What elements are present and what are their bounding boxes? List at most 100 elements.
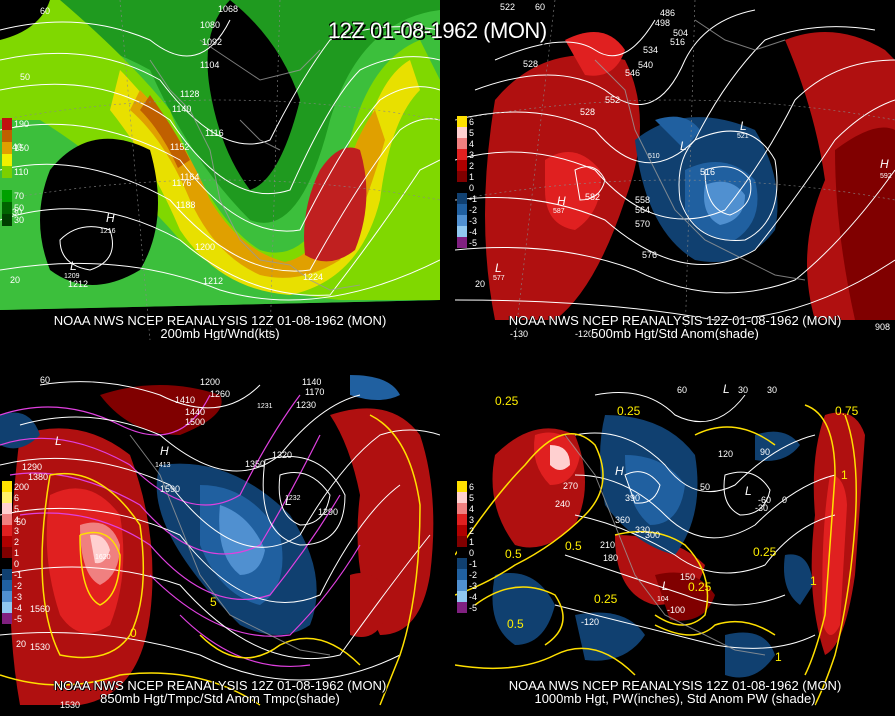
contour-label: 1620 <box>95 554 111 561</box>
contour-label: 50 <box>700 482 710 492</box>
contour-label: 522 <box>500 2 515 12</box>
legend-label: 3 <box>14 526 20 536</box>
contour-label: 90 <box>760 447 770 457</box>
lat-label: 50 <box>20 72 30 82</box>
pw-label: 1 <box>810 574 817 588</box>
contour-label: 104 <box>657 596 669 603</box>
legend-label: 2 <box>469 161 475 171</box>
contour-label: 1230 <box>296 400 316 410</box>
contour-label: 1164 <box>180 172 199 182</box>
contour-label: 1152 <box>170 142 189 152</box>
lat-label: 30 <box>12 207 22 217</box>
contour-label: 1500 <box>185 417 205 427</box>
low-pressure-marker: L <box>662 579 669 593</box>
contour-label: 486 <box>660 8 675 18</box>
low-pressure-marker: L <box>70 259 77 273</box>
pw-label: 0.75 <box>835 404 859 418</box>
contour-label: 1092 <box>202 37 222 47</box>
legend-label: 4 <box>469 139 475 149</box>
contour-label: 1212 <box>68 279 88 289</box>
low-pressure-marker: L <box>745 484 752 498</box>
legend-label: -1 <box>14 570 23 580</box>
legend-label: 6 <box>14 493 20 503</box>
legend-label: 190 <box>14 119 30 129</box>
contour-label: 1530 <box>60 700 80 710</box>
legend-label: 5 <box>469 493 475 503</box>
contour-label: 150 <box>680 572 695 582</box>
pw-label: 0.5 <box>565 539 582 553</box>
contour-label: 1140 <box>172 104 191 114</box>
legend-label: 1 <box>469 172 475 182</box>
legend-label: 150 <box>14 143 30 153</box>
contour-label: 1176 <box>172 178 191 188</box>
temp-label: 5 <box>210 595 217 609</box>
contour-label: 558 <box>635 195 650 205</box>
pw-label: 0.25 <box>617 404 641 418</box>
contour-label: 180 <box>603 553 618 563</box>
contour-label: 587 <box>553 208 565 215</box>
contour-label: 1232 <box>285 495 301 502</box>
legend-label: 1 <box>14 548 20 558</box>
legend-label: 0 <box>14 559 20 569</box>
contour-label: -120 <box>581 617 599 627</box>
legend-label: -2 <box>469 205 478 215</box>
lon-label: -120 <box>575 329 593 339</box>
anomaly-legend: 6 5 4 3 2 1 0 -1 -2 -3 -4 -5 <box>457 116 477 248</box>
contour-label: -100 <box>667 605 685 615</box>
lat-label: 20 <box>10 275 20 285</box>
lat-label: 20 <box>16 639 26 649</box>
map-datetime-title: 12Z 01-08-1962 (MON) <box>328 18 547 43</box>
contour-label: 908 <box>875 322 890 332</box>
contour-label: 528 <box>523 59 538 69</box>
legend-label: 4 <box>14 515 20 525</box>
contour-label: 546 <box>625 68 640 78</box>
contour-label: 1350 <box>245 459 265 469</box>
panel-caption-field: 500mb Hgt/Std Anom(shade) <box>591 326 759 340</box>
legend-label: 200 <box>14 482 30 492</box>
map-200mb: 1068 1080 1092 1104 1128 1140 1116 1152 … <box>0 0 440 340</box>
legend-label: -2 <box>14 581 23 591</box>
pw-label: 0.25 <box>753 545 777 559</box>
contour-label: 498 <box>655 18 670 28</box>
contour-label: 516 <box>670 37 685 47</box>
contour-label: 1410 <box>175 395 195 405</box>
legend-label: -5 <box>14 614 23 624</box>
contour-label: 120 <box>718 449 733 459</box>
contour-label: 390 <box>625 493 640 503</box>
contour-label: -30 <box>755 503 768 513</box>
contour-label: 1140 <box>302 377 321 387</box>
pw-label: 1 <box>841 468 848 482</box>
contour-label: 1216 <box>100 228 116 235</box>
contour-label: 1116 <box>205 128 224 138</box>
low-pressure-marker: L <box>740 119 747 133</box>
legend-label: 6 <box>469 117 475 127</box>
contour-label: 528 <box>580 107 595 117</box>
legend-label: 5 <box>14 504 20 514</box>
temp-label: 0 <box>130 626 137 640</box>
high-pressure-marker: H <box>160 444 169 458</box>
contour-label: 0 <box>782 495 787 505</box>
contour-label: 534 <box>643 45 658 55</box>
contour-label: 1380 <box>28 472 48 482</box>
contour-label: 592 <box>880 173 892 180</box>
contour-label: 582 <box>585 192 600 202</box>
lat-label: 50 <box>16 517 26 527</box>
contour-label: 510 <box>648 153 660 160</box>
contour-label: 576 <box>642 250 657 260</box>
legend-label: -4 <box>469 592 478 602</box>
panel-500mb: 522 528 486 498 504 516 534 540 546 552 … <box>455 0 895 340</box>
contour-label: 1212 <box>203 276 223 286</box>
legend-label: 2 <box>14 537 20 547</box>
contour-label: 516 <box>700 167 715 177</box>
contour-label: 577 <box>493 275 505 282</box>
high-pressure-marker: H <box>880 157 889 171</box>
legend-label: 30 <box>14 215 25 225</box>
legend-label: -3 <box>469 216 478 226</box>
contour-label: 1290 <box>22 462 42 472</box>
panel-caption-source: NOAA NWS NCEP REANALYSIS 12Z 01-08-1962 … <box>53 678 387 693</box>
legend-label: -4 <box>469 227 478 237</box>
contour-label: 1209 <box>64 273 80 280</box>
lat-label: 60 <box>535 2 545 12</box>
contour-label: 1290 <box>318 507 338 517</box>
legend-label: 1 <box>469 537 475 547</box>
